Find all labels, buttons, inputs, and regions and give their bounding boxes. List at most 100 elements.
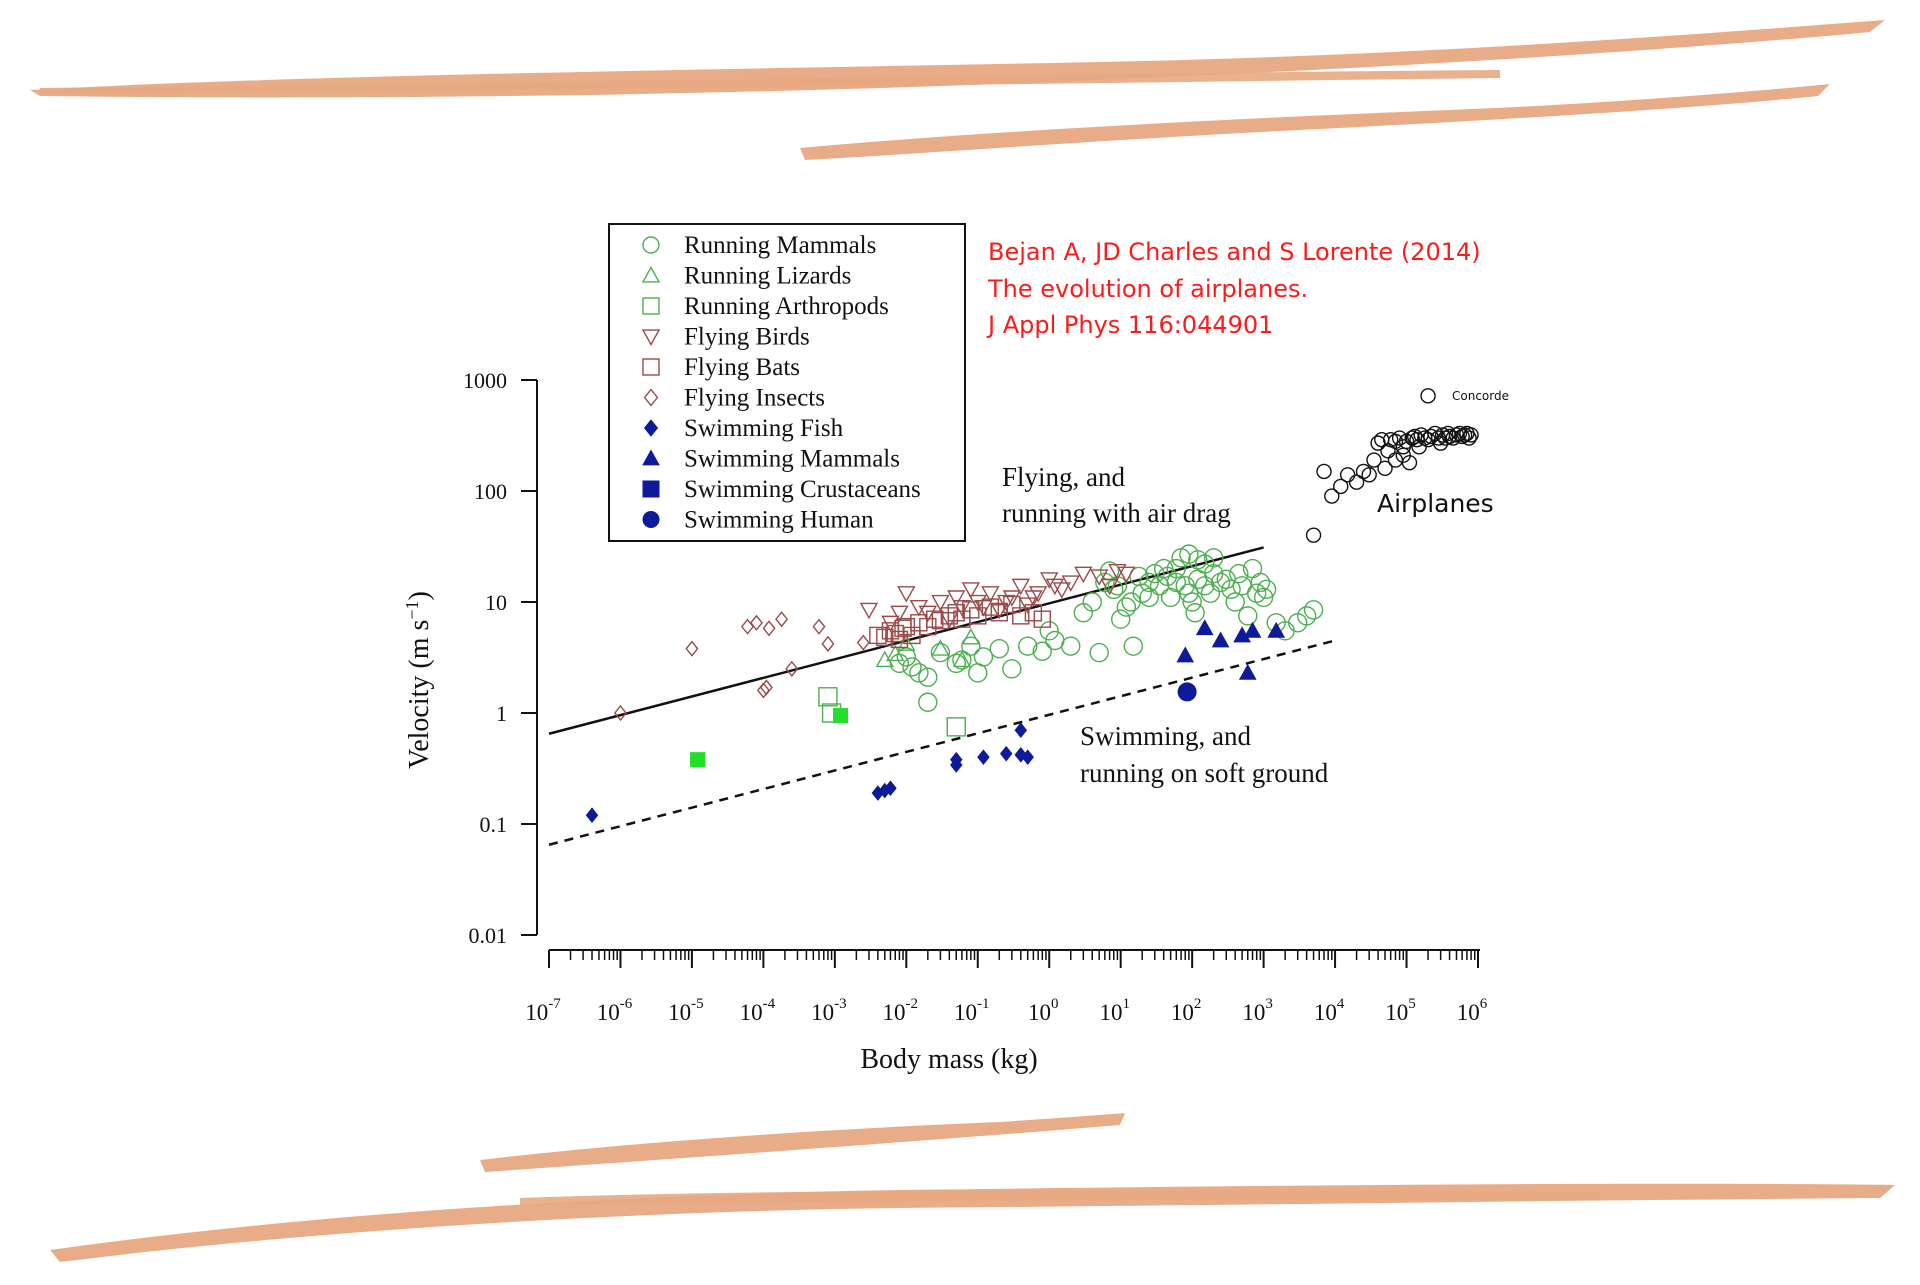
flying-birds-point bbox=[947, 590, 966, 607]
brush-stroke-top-3 bbox=[40, 70, 1500, 94]
brush-stroke-bottom-3 bbox=[520, 1190, 1600, 1206]
flying-bats-point bbox=[897, 617, 916, 636]
legend-marker-swimming-fish bbox=[643, 419, 659, 437]
running-mammals-point bbox=[1250, 572, 1271, 593]
flying-birds-point bbox=[1074, 566, 1093, 584]
swimming-fish-point bbox=[999, 745, 1013, 762]
x-ticks: 10-7 10-6 10-5 10-4 10-3 10-2 10-1 100 101 102 103… bbox=[525, 950, 1488, 1025]
flying-insects-point bbox=[812, 618, 826, 635]
flying-bats-point bbox=[940, 607, 959, 625]
legend-marker-running-arthropods bbox=[642, 297, 660, 315]
airplanes-point bbox=[1324, 488, 1340, 504]
y-ticks: 1000 100 10 1 0.1 0.01 bbox=[463, 368, 537, 948]
airplanes-point bbox=[1377, 460, 1393, 477]
swimming-trend-line bbox=[548, 639, 1336, 846]
running-mammals-point bbox=[1116, 597, 1137, 617]
flying-bats-point bbox=[962, 601, 980, 619]
x-tick-base: 10 bbox=[668, 1000, 691, 1025]
flying-insects-point bbox=[821, 635, 835, 652]
flying-bats-point bbox=[890, 630, 909, 649]
y-tick-label: 1 bbox=[496, 701, 507, 726]
flying-birds-point bbox=[897, 586, 916, 603]
legend-label-flying-bats: Flying Bats bbox=[684, 354, 800, 381]
flying-birds-point bbox=[981, 586, 1000, 603]
y-tick-label: 0.1 bbox=[480, 812, 508, 837]
x-axis-label: Body mass (kg) bbox=[860, 1044, 1037, 1075]
airplanes-point bbox=[1305, 527, 1322, 543]
running-arthropods-point bbox=[946, 717, 966, 737]
running-lizards-point bbox=[875, 650, 894, 668]
legend-marker-running-mammals bbox=[642, 236, 660, 254]
swimming-mammals-point bbox=[1267, 621, 1286, 638]
airplanes-point bbox=[1316, 463, 1332, 480]
flying-birds-point bbox=[1117, 566, 1136, 584]
flying-line-label-1: Flying, and bbox=[1002, 462, 1126, 492]
airplanes-label: Airplanes bbox=[1377, 489, 1494, 518]
airplanes-point bbox=[1387, 433, 1404, 450]
running-mammals-point bbox=[1303, 600, 1324, 620]
y-axis-label-group: Velocity (m s−1) bbox=[402, 591, 435, 769]
flying-insects-point bbox=[775, 611, 789, 628]
flying-insects-point bbox=[756, 682, 770, 699]
flying-bats-point bbox=[1012, 607, 1030, 625]
flying-bats-point bbox=[1033, 610, 1052, 628]
airplanes-point bbox=[1339, 467, 1356, 483]
swimming-fish-point bbox=[884, 780, 897, 797]
line-labels: Flying, and running with air drag Swimmi… bbox=[1002, 462, 1329, 788]
flying-bats-point bbox=[981, 598, 1000, 616]
flying-insects-point bbox=[759, 679, 773, 696]
running-mammals-point bbox=[1160, 587, 1181, 608]
running-mammals-point bbox=[1073, 603, 1094, 623]
x-tick-label: 102 bbox=[1171, 996, 1202, 1025]
x-tick-exp: -7 bbox=[548, 996, 561, 1012]
flying-line-label-2: running with air drag bbox=[1002, 498, 1231, 528]
running-mammals-point bbox=[909, 663, 929, 683]
x-tick-base: 10 bbox=[1028, 1000, 1051, 1025]
legend-items: Running Mammals Running Lizards Running Ar… bbox=[641, 232, 921, 534]
x-tick-base: 10 bbox=[1457, 1000, 1480, 1025]
x-tick-label: 103 bbox=[1242, 996, 1273, 1025]
flying-birds-point bbox=[1040, 572, 1059, 589]
flying-birds-point bbox=[909, 599, 929, 617]
flying-birds-point bbox=[890, 605, 909, 623]
legend-label-running-lizards: Running Lizards bbox=[684, 263, 851, 290]
x-tick-label: 10-3 bbox=[811, 996, 847, 1025]
x-tick-exp: -6 bbox=[620, 996, 633, 1012]
running-mammals-point bbox=[1089, 642, 1109, 663]
y-axis-label-close: ) bbox=[404, 591, 435, 600]
running-mammals-point bbox=[1061, 636, 1081, 656]
airplanes-point bbox=[1456, 427, 1473, 443]
running-mammals-point bbox=[918, 692, 938, 712]
running-lizards-point bbox=[952, 650, 972, 668]
running-mammals-point bbox=[1182, 592, 1202, 612]
legend-box bbox=[608, 223, 966, 542]
x-tick-exp: 5 bbox=[1408, 996, 1416, 1012]
running-mammals-point bbox=[1210, 572, 1231, 593]
flying-bats-point bbox=[947, 604, 965, 622]
running-mammals-point bbox=[930, 642, 951, 663]
x-tick-exp: 2 bbox=[1194, 996, 1202, 1012]
flying-birds-point bbox=[1052, 582, 1072, 599]
flying-birds-point bbox=[1089, 569, 1109, 586]
running-mammals-point bbox=[1185, 603, 1205, 623]
decorative-brush-strokes bbox=[30, 20, 1895, 1262]
running-mammals-point bbox=[1225, 592, 1245, 612]
running-mammals-point bbox=[1139, 587, 1159, 608]
x-tick-label: 10-5 bbox=[668, 996, 704, 1025]
swimming-mammals-point bbox=[1176, 646, 1195, 663]
flying-insects-point bbox=[785, 660, 799, 677]
x-tick-label: 101 bbox=[1099, 996, 1130, 1025]
y-axis-label-sup: −1 bbox=[402, 600, 422, 619]
flying-birds-point bbox=[940, 612, 959, 629]
flying-birds-point bbox=[961, 582, 981, 599]
flying-birds-point bbox=[1011, 578, 1030, 596]
legend-marker-swimming-mammals bbox=[642, 449, 660, 466]
legend-label-running-arthropods: Running Arthropods bbox=[684, 293, 889, 320]
airplanes-point bbox=[1348, 474, 1365, 490]
x-tick-base: 10 bbox=[1385, 1000, 1408, 1025]
flying-birds-point bbox=[1100, 578, 1119, 596]
swimming-line-label-2: running on soft ground bbox=[1080, 758, 1329, 788]
citation: Bejan A, JD Charles and S Lorente (2014)… bbox=[986, 238, 1481, 339]
airplanes-point bbox=[1391, 430, 1408, 446]
